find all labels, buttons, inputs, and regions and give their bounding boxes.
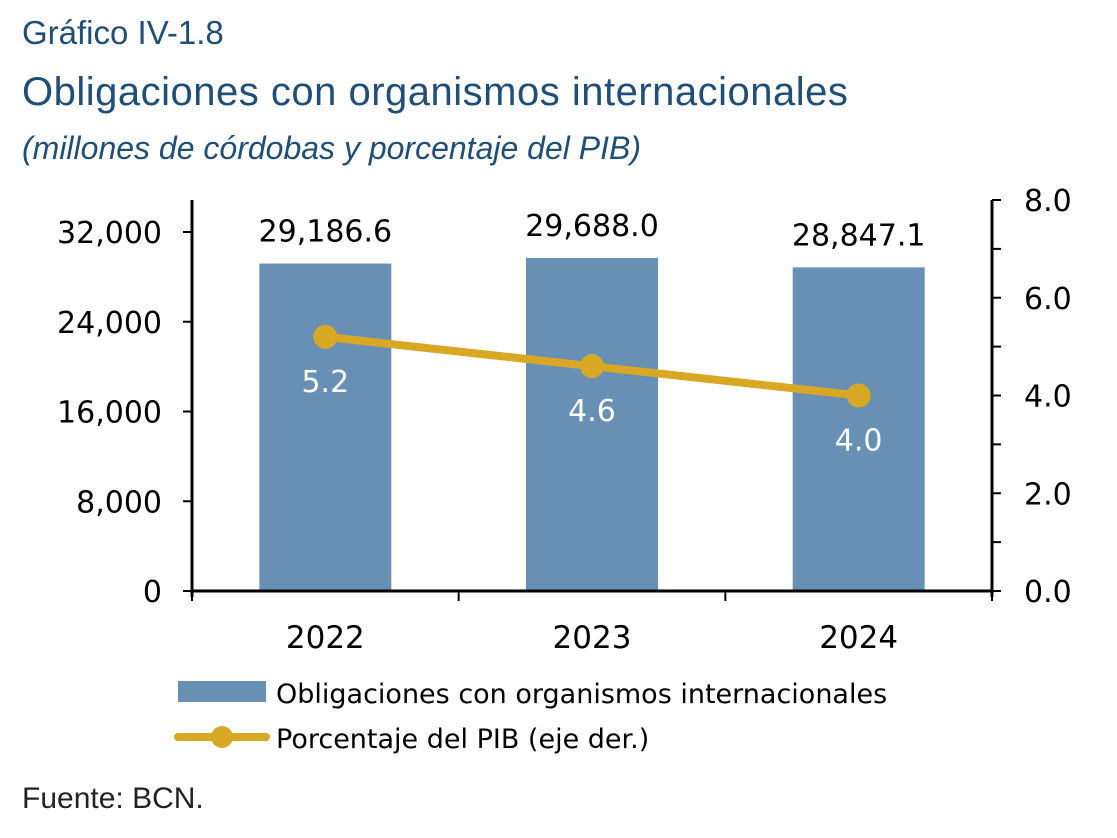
figure-number: Gráfico IV-1.8 [22,14,224,51]
pib-point-2023 [580,354,604,379]
bar-value-label-2022: 29,186.6 [259,215,393,250]
chart-title: Obligaciones con organismos internaciona… [22,70,849,114]
legend-line-marker [211,726,233,748]
x-tick-label-2024: 2024 [819,620,898,656]
bar-value-label-2024: 28,847.1 [792,218,926,253]
right-tick-label: 6.0 [1024,282,1072,317]
source-note: Fuente: BCN. [22,782,204,815]
legend-line-label: Porcentaje del PIB (eje der.) [276,724,649,755]
left-tick-label: 16,000 [57,396,162,431]
combo-chart: 29,186.6 29,688.0 28,847.1 0 8,000 16,000 24,0… [57,184,1072,755]
right-tick-label: 8.0 [1024,184,1072,219]
pib-point-2024 [846,383,871,408]
right-tick-label: 4.0 [1024,380,1072,415]
right-tick-label: 2.0 [1024,477,1072,512]
legend-bar-label: Obligaciones con organismos internaciona… [276,679,887,710]
pib-value-label-2023: 4.6 [568,394,616,429]
bar-2022 [259,263,392,591]
x-tick-label-2022: 2022 [286,620,365,656]
pib-point-2022 [313,324,338,349]
bar-2024 [792,267,925,591]
left-tick-label: 32,000 [57,216,162,251]
chart-subtitle: (millones de córdobas y porcentaje del P… [22,130,641,166]
legend-bar-swatch [178,681,266,702]
x-tick-label-2023: 2023 [553,620,632,656]
left-tick-label: 8,000 [76,485,162,520]
left-tick-label: 24,000 [57,306,162,341]
bar-2023 [526,257,658,591]
right-tick-label: 0.0 [1024,575,1072,610]
pib-value-label-2022: 5.2 [301,365,349,400]
pib-value-label-2024: 4.0 [835,424,883,459]
bar-value-label-2023: 29,688.0 [525,209,659,244]
left-tick-label: 0 [143,575,162,610]
